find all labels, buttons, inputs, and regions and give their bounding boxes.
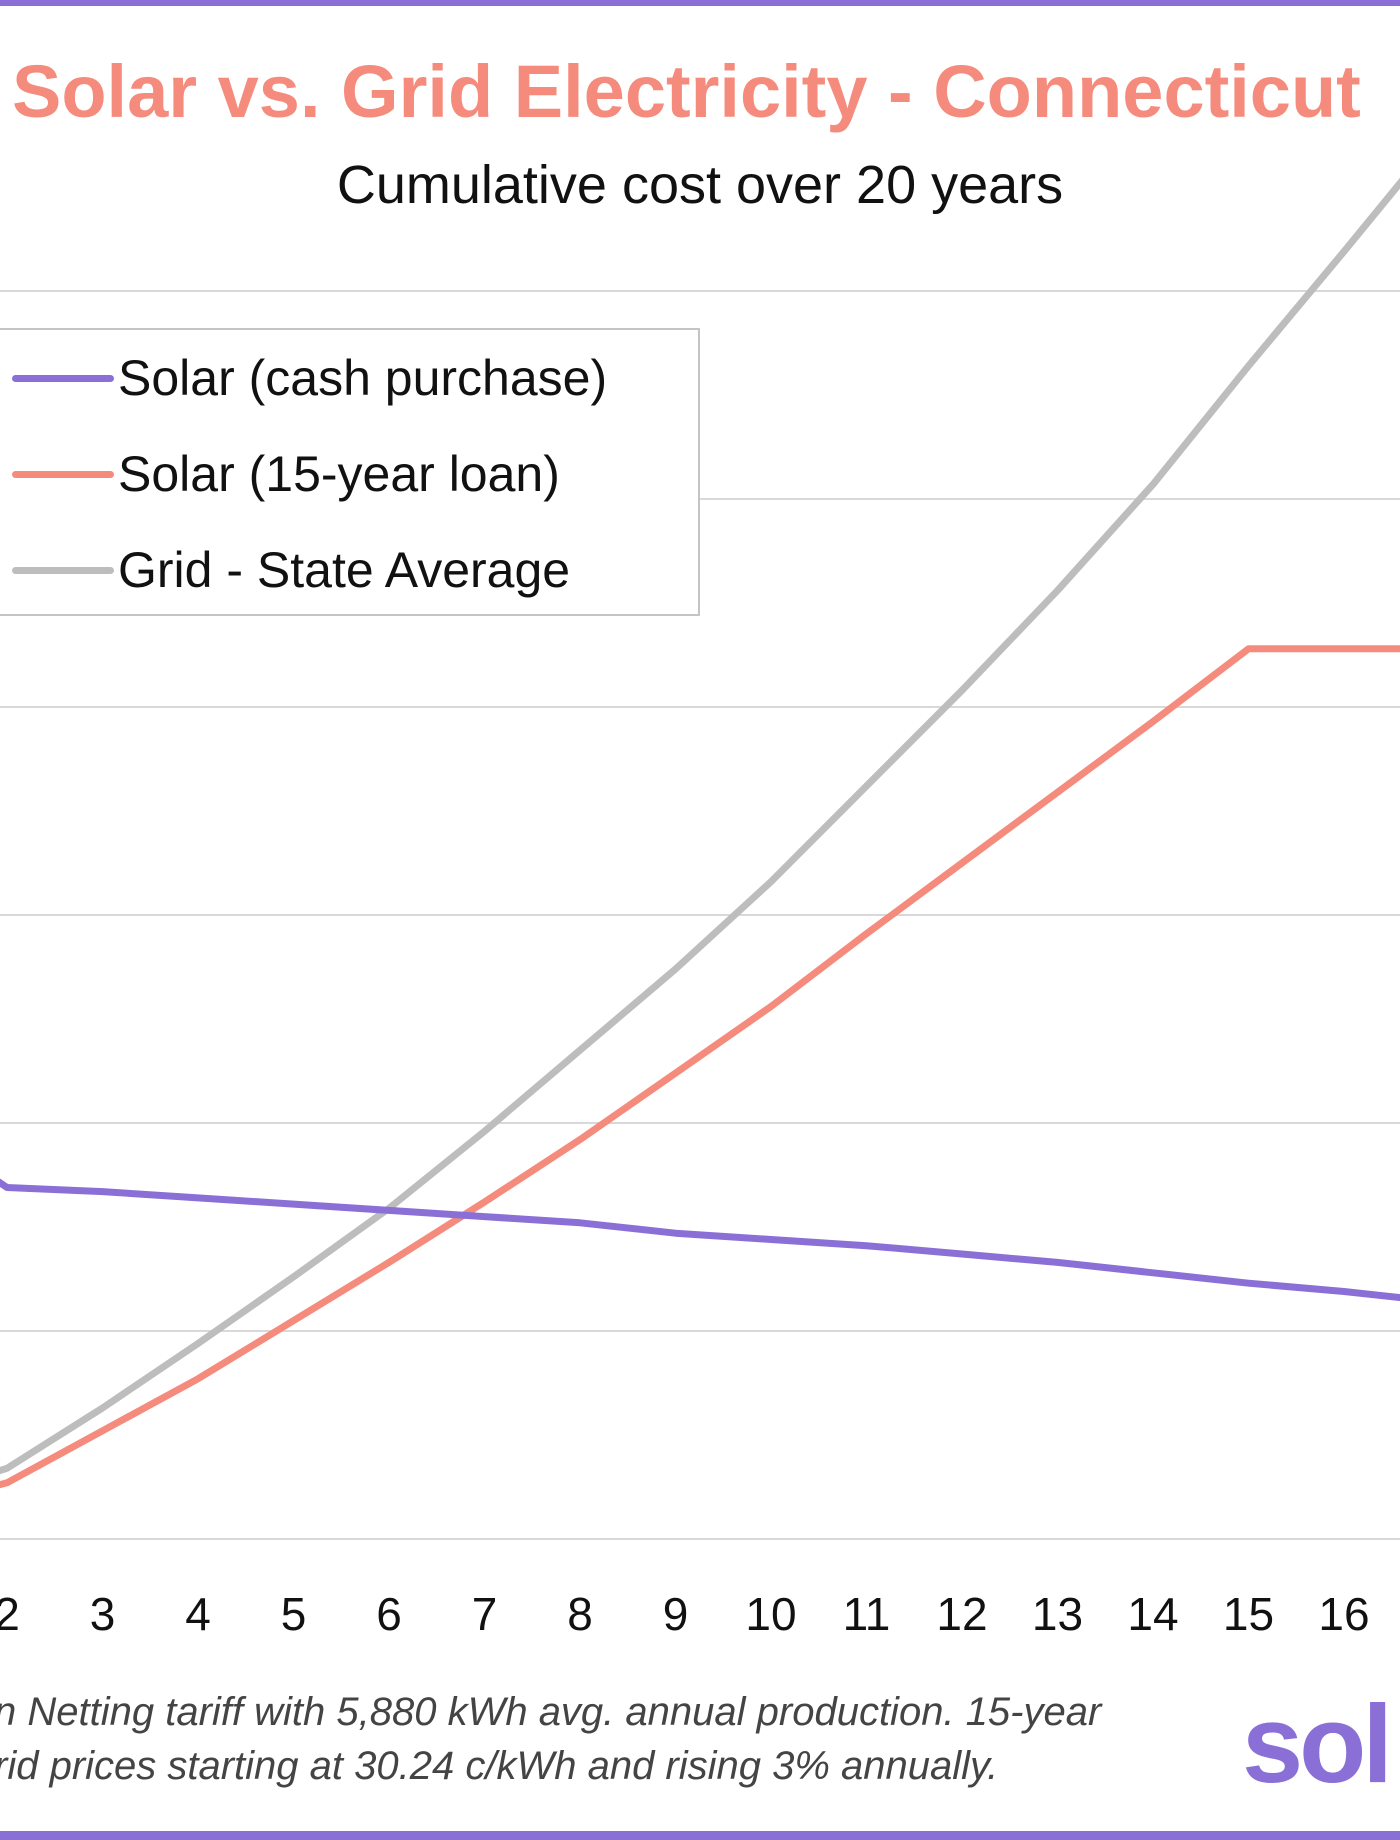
chart-subtitle: Cumulative cost over 20 years: [336, 155, 1064, 215]
series-line-solar-cash-purchase: [0, 1178, 1400, 1302]
legend-label-solar-loan: Solar (15-year loan): [118, 446, 560, 502]
legend-item-grid: Grid - State Average: [12, 540, 570, 600]
x-tick-label: 9: [663, 1588, 689, 1640]
legend-item-solar-loan: Solar (15-year loan): [12, 444, 560, 504]
series-lines: [0, 177, 1400, 1489]
x-tick-label: 3: [90, 1588, 116, 1640]
brand-logo: sol: [1242, 1683, 1393, 1806]
x-tick-label: 2: [0, 1588, 20, 1640]
x-tick-label: 14: [1127, 1588, 1178, 1640]
x-tick-label: 4: [185, 1588, 211, 1640]
series-line-solar-15-year-loan: [0, 645, 1400, 1489]
x-tick-label: 15: [1223, 1588, 1274, 1640]
x-tick-label: 12: [936, 1588, 987, 1640]
x-tick-label: 10: [745, 1588, 796, 1640]
bottom-accent-bar: [0, 1831, 1400, 1840]
legend-swatch-grid: [12, 566, 114, 574]
footnote: n Netting tariff with 5,880 kWh avg. ann…: [0, 1685, 1224, 1793]
x-tick-label: 5: [281, 1588, 307, 1640]
legend: Solar (cash purchase) Solar (15-year loa…: [0, 328, 700, 616]
legend-item-solar-cash: Solar (cash purchase): [12, 348, 607, 408]
legend-swatch-solar-loan: [12, 470, 114, 478]
x-axis-tick-labels: 2 3 4 5 6 7 8 9 10 11 12 13 14 15 16: [0, 1588, 1370, 1640]
legend-label-solar-cash: Solar (cash purchase): [118, 350, 608, 406]
legend-label-grid: Grid - State Average: [118, 542, 571, 598]
top-accent-bar: [0, 0, 1400, 6]
x-tick-label: 7: [472, 1588, 498, 1640]
x-tick-label: 13: [1032, 1588, 1083, 1640]
footnote-line-2: rid prices starting at 30.24 c/kWh and r…: [0, 1744, 999, 1788]
legend-swatch-solar-cash: [12, 374, 114, 382]
series-line-grid-state-average: [0, 177, 1400, 1475]
x-tick-label: 6: [376, 1588, 402, 1640]
x-tick-label: 8: [567, 1588, 593, 1640]
footnote-line-1: n Netting tariff with 5,880 kWh avg. ann…: [0, 1690, 1102, 1734]
chart-title: Solar vs. Grid Electricity - Connecticut: [12, 50, 1361, 133]
x-tick-label: 16: [1318, 1588, 1369, 1640]
x-tick-label: 11: [843, 1588, 891, 1640]
